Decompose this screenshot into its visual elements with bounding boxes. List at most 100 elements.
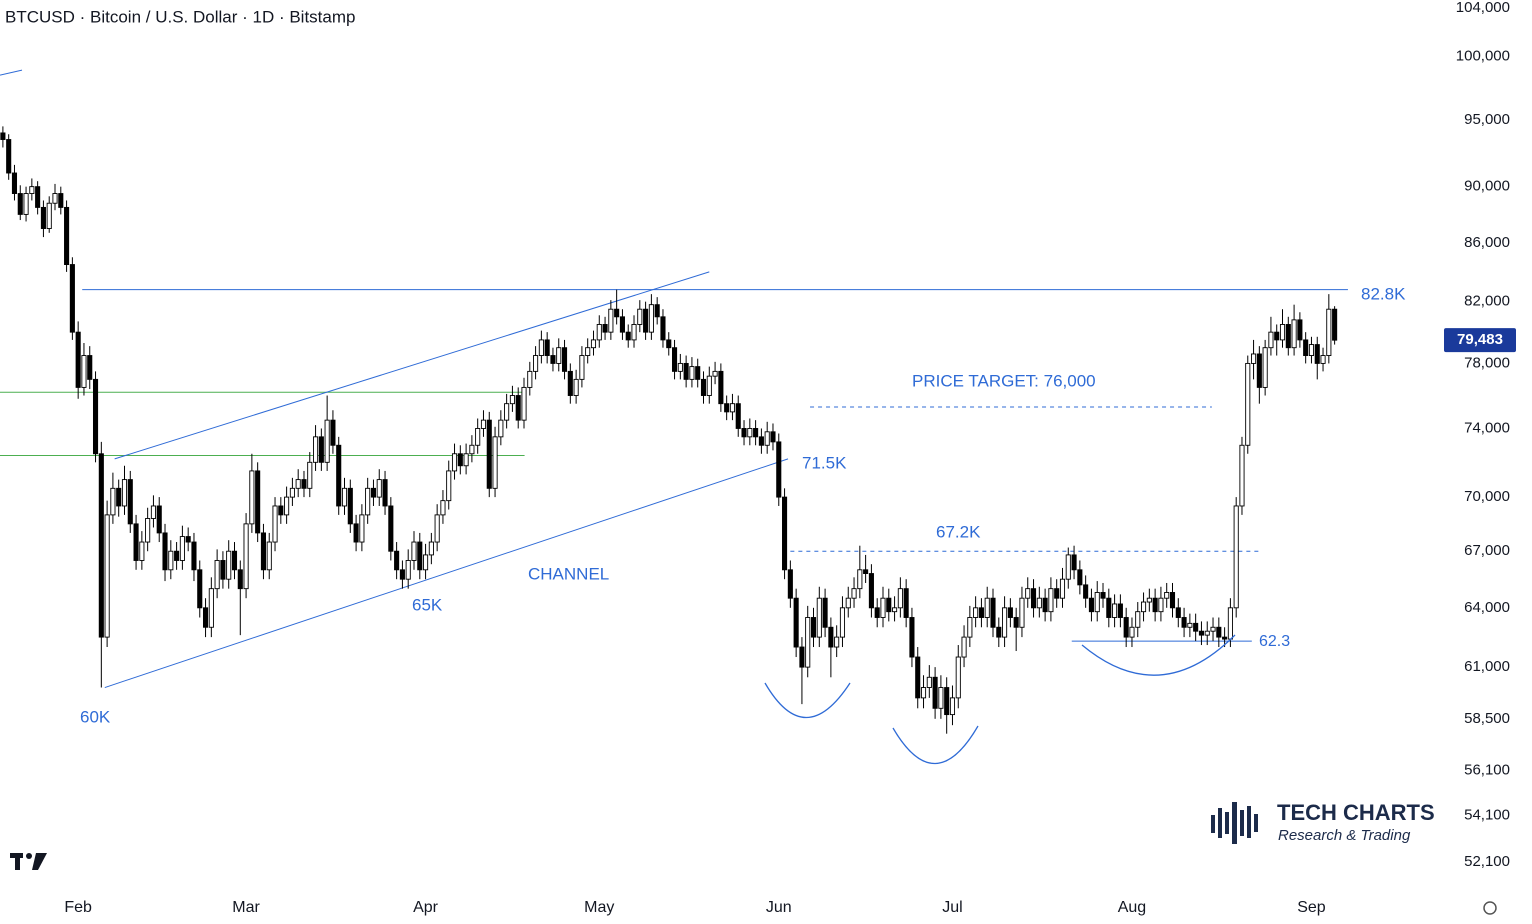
candle-body [1123,617,1129,638]
candle-body [886,597,892,613]
candle-body [677,362,683,372]
candle-body [1083,584,1089,599]
candle-body [868,573,874,609]
candle-body [11,172,18,194]
candle-body [1308,344,1315,356]
candle-body [139,541,145,561]
candle-body [973,607,979,618]
candle-body [561,347,568,372]
candle-body [168,550,174,571]
candle-body [1291,319,1297,349]
candle-body [544,339,550,356]
candle-body [579,355,585,380]
cup-arc [892,725,979,765]
candle-body [208,588,214,628]
candle-body [770,431,776,443]
candle-body [1002,607,1008,638]
candle-body [185,536,191,543]
candle-body [341,487,348,507]
candle-body [1071,554,1077,571]
candle-body [782,496,788,571]
candle-body [961,636,967,658]
candle-body [1169,592,1176,609]
y-tick-label: 64,000 [1464,599,1510,616]
candle-body [619,316,625,333]
candle-body [243,523,249,590]
candle-body [463,453,469,467]
candle-body [978,607,984,618]
candle-body [1077,569,1083,586]
candle-body [353,523,359,543]
candle-body [1187,622,1193,628]
candle-body [35,186,41,208]
candle-body [874,607,880,618]
candle-body [1181,617,1187,628]
tradingview-logo [10,853,47,870]
candle-body [654,304,660,318]
candle-body [538,339,544,356]
candle-body [932,676,938,709]
settings-icon[interactable] [1483,901,1497,915]
candle-body [6,139,12,174]
candle-body [1198,630,1204,636]
candle-body [1135,611,1141,628]
candle-body [695,366,701,380]
candle-body [753,428,759,438]
candle-body [197,569,203,609]
candle-body [52,193,58,204]
candle-body [1164,592,1170,599]
candle-body [515,395,521,421]
x-tick-label: Feb [64,899,92,916]
candle-body [451,453,458,472]
candle-body [602,324,608,333]
y-tick-label: 74,000 [1464,419,1510,436]
candle-body [834,636,840,648]
candle-body [399,569,405,580]
candle-body [1030,588,1037,609]
candle-body [1094,592,1100,613]
candle-body [1314,344,1320,364]
candle-body [260,532,266,571]
candle-body [729,403,735,413]
candle-body [92,378,99,455]
candle-body [851,588,857,599]
cup-arc [764,682,851,719]
candle-body [1059,578,1066,599]
candle-body [915,656,921,699]
y-tick-label: 54,100 [1464,806,1510,823]
candle-body [1256,353,1262,388]
candle-body [810,617,817,638]
candle-body [365,487,371,516]
annotation-text: PRICE TARGET: 76,000 [912,371,1096,390]
candle-body [23,193,29,215]
candle-body [863,569,869,574]
candle-body [255,470,261,534]
candle-body [805,617,811,668]
candle-body [996,626,1002,638]
annotation-text: 71.5K [802,453,847,472]
candle-body [121,479,128,507]
candle-body [533,355,539,372]
candle-body [266,541,272,571]
candle-body [469,444,475,455]
candle-body [231,550,238,571]
candle-body [498,419,504,438]
trend-line [114,271,710,460]
y-tick-label: 58,500 [1464,710,1510,727]
candle-body [272,505,278,543]
y-tick-label: 104,000 [1456,0,1510,16]
candle-body [1054,588,1060,599]
annotation-text: 62.3 [1259,633,1290,650]
candle-body [1251,353,1257,364]
candle-body [880,597,886,618]
candle-body [1274,331,1280,341]
annotation-text: 67.2K [936,522,981,541]
y-tick-label: 95,000 [1464,111,1510,128]
levels [0,69,1348,689]
candle-body [1239,444,1245,507]
candle-body [614,308,620,318]
x-tick-label: Sep [1297,899,1326,916]
candle-body [202,607,209,628]
candle-body [411,541,417,561]
